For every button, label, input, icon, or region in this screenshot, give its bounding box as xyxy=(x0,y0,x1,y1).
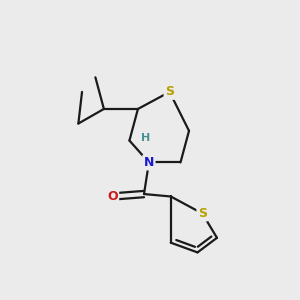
Text: N: N xyxy=(144,156,154,169)
Text: S: S xyxy=(165,85,174,98)
Text: H: H xyxy=(141,133,150,143)
Text: S: S xyxy=(198,207,207,220)
Text: O: O xyxy=(107,190,118,203)
